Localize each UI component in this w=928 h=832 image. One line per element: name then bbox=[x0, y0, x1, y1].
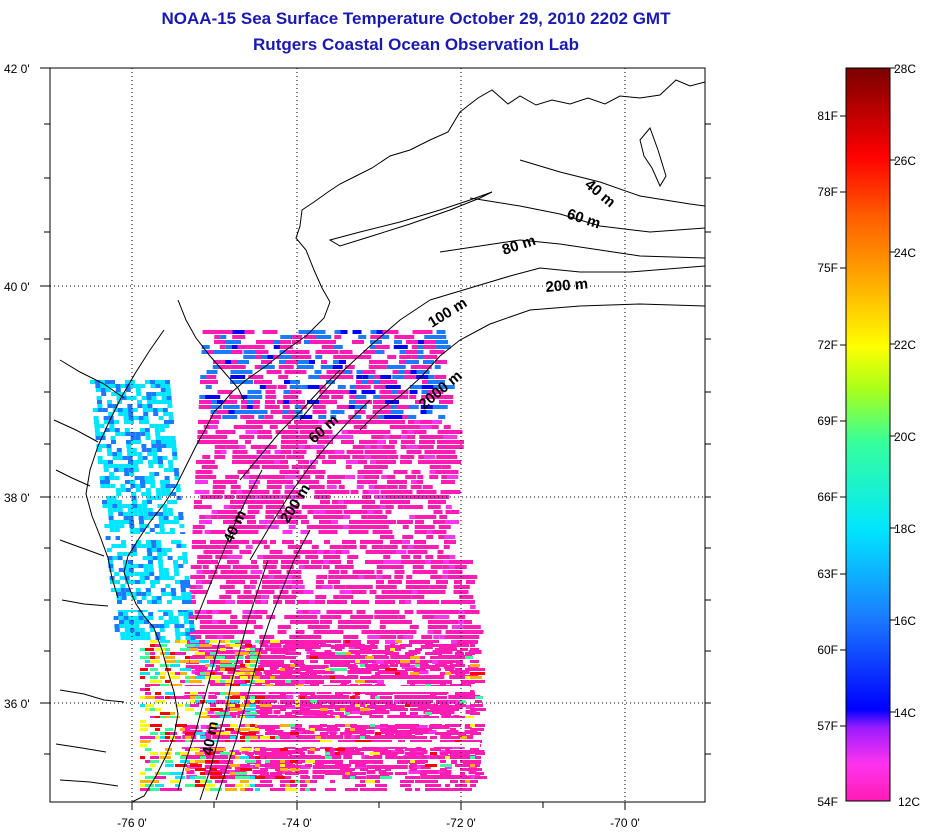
lat-label-42: 42 0' bbox=[4, 62, 30, 76]
coastline-delaware-bay bbox=[177, 299, 245, 401]
cb-f-66: 66F bbox=[817, 490, 838, 504]
cb-f-60: 60F bbox=[817, 643, 838, 657]
cb-f-75: 75F bbox=[817, 261, 838, 275]
cb-c-12: 12C bbox=[898, 795, 920, 809]
contour-40m-north bbox=[519, 159, 705, 207]
lat-label-40: 40 0' bbox=[4, 280, 30, 294]
contour-label-40m-south: 40 m bbox=[199, 720, 222, 757]
colorbar: 81F 78F 75F 72F 69F 66F 63F 60F 57F 54F … bbox=[817, 62, 920, 809]
axis-ticks bbox=[40, 67, 711, 810]
lon-label-74: -74 0' bbox=[282, 816, 312, 830]
coastline-chesapeake bbox=[85, 329, 165, 599]
cb-c-28: 28C bbox=[894, 62, 916, 76]
cb-f-81: 81F bbox=[817, 109, 838, 123]
cb-c-16: 16C bbox=[894, 614, 916, 628]
latitude-labels: 42 0' 40 0' 38 0' 36 0' bbox=[4, 62, 30, 711]
plot-frame bbox=[49, 67, 706, 803]
cb-f-63: 63F bbox=[817, 567, 838, 581]
lon-label-76: -76 0' bbox=[117, 816, 147, 830]
cb-c-14: 14C bbox=[894, 706, 916, 720]
contour-40m-mid bbox=[195, 469, 263, 621]
lon-label-72: -72 0' bbox=[446, 816, 476, 830]
contour-label-40m-north: 40 m bbox=[581, 176, 618, 211]
contour-label-100m: 100 m bbox=[425, 294, 470, 331]
cb-f-69: 69F bbox=[817, 414, 838, 428]
lon-label-70: -70 0' bbox=[610, 816, 640, 830]
sst-pixel-field bbox=[90, 330, 487, 791]
contour-label-60m-north: 60 m bbox=[565, 206, 603, 233]
contour-100m bbox=[299, 299, 431, 421]
coastline-delmarva bbox=[123, 411, 215, 629]
coastline-long-island bbox=[328, 191, 493, 247]
longitude-labels: -76 0' -74 0' -72 0' -70 0' bbox=[117, 816, 640, 830]
contour-80m bbox=[439, 239, 705, 259]
contour-40m-south bbox=[177, 639, 221, 791]
lat-label-38: 38 0' bbox=[4, 491, 30, 505]
contour-200m-north bbox=[429, 265, 705, 301]
contour-60m-south bbox=[239, 369, 341, 481]
cb-c-24: 24C bbox=[894, 246, 916, 260]
colorbar-celsius-labels: 28C 26C 24C 22C 20C 18C 16C 14C 12C bbox=[894, 62, 920, 809]
contour-60m-north bbox=[469, 197, 705, 233]
map-subtitle: Rutgers Coastal Ocean Observation Lab bbox=[253, 35, 579, 54]
coastline-layer bbox=[53, 79, 705, 802]
coastline-northeast bbox=[213, 79, 705, 413]
lat-label-36: 36 0' bbox=[4, 697, 30, 711]
cb-c-20: 20C bbox=[894, 430, 916, 444]
contour-2000m bbox=[359, 303, 705, 431]
coastline-cape-cod bbox=[639, 127, 667, 188]
cb-f-54: 54F bbox=[817, 795, 838, 809]
cb-c-18: 18C bbox=[894, 522, 916, 536]
contour-label-80m: 80 m bbox=[500, 232, 538, 259]
cb-f-78: 78F bbox=[817, 185, 838, 199]
sst-data-layer bbox=[90, 330, 487, 791]
cb-f-72: 72F bbox=[817, 338, 838, 352]
colorbar-fahrenheit-labels: 81F 78F 75F 72F 69F 66F 63F 60F 57F 54F bbox=[817, 109, 838, 809]
contour-200m-south bbox=[249, 399, 371, 561]
cb-c-22: 22C bbox=[894, 338, 916, 352]
map-title: NOAA-15 Sea Surface Temperature October … bbox=[161, 9, 671, 28]
cb-c-26: 26C bbox=[894, 154, 916, 168]
colorbar-gradient bbox=[845, 67, 891, 802]
cb-f-57: 57F bbox=[817, 719, 838, 733]
coastline-north-carolina bbox=[131, 627, 179, 802]
